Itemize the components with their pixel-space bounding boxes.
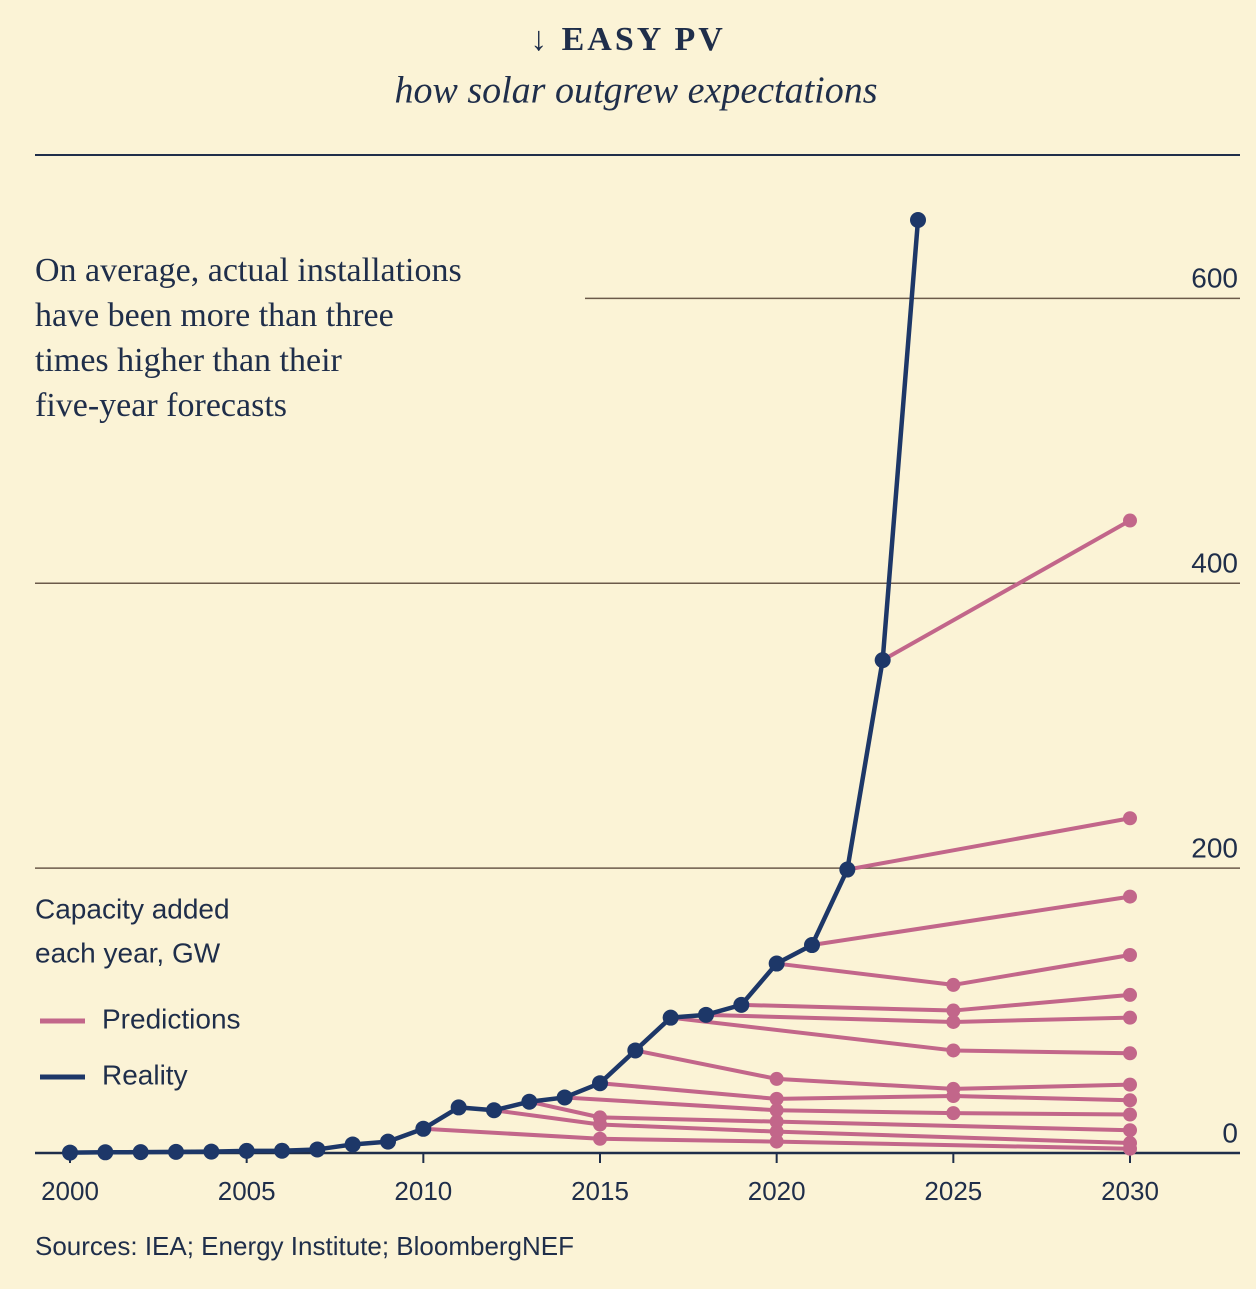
point: [1123, 889, 1137, 904]
x-tick-label: 2005: [218, 1176, 276, 1206]
chart-title: ↓ EASY PV: [530, 21, 726, 58]
y-tick-label: 600: [1191, 263, 1238, 294]
x-tick-label: 2010: [394, 1176, 452, 1206]
series-line: [634, 1048, 1131, 1091]
point: [344, 1136, 361, 1153]
annotation: times higher than their: [35, 342, 343, 379]
series-line: [881, 518, 1131, 662]
point: [556, 1089, 573, 1106]
legend-label: Reality: [102, 1059, 188, 1090]
point: [1123, 513, 1137, 528]
point: [97, 1144, 114, 1161]
x-tick-label: 2020: [748, 1176, 806, 1206]
point: [946, 1089, 961, 1104]
point: [238, 1142, 255, 1159]
point: [946, 977, 961, 992]
point: [769, 1124, 784, 1139]
point: [132, 1144, 149, 1161]
point: [946, 1014, 961, 1029]
point: [415, 1120, 432, 1137]
point: [662, 1009, 679, 1026]
x-tick-label: 2030: [1101, 1176, 1159, 1206]
annotation: On average, actual installations: [35, 252, 462, 289]
point: [910, 212, 926, 228]
point: [380, 1133, 396, 1150]
point: [769, 1103, 784, 1118]
point: [804, 937, 820, 954]
point: [1123, 1123, 1137, 1138]
point: [593, 1131, 607, 1146]
point: [1123, 1046, 1137, 1061]
annotation: have been more than three: [35, 297, 394, 334]
y-axis-label: Capacity added: [35, 893, 230, 924]
point: [203, 1143, 220, 1160]
series-line: [846, 816, 1131, 872]
point: [946, 1003, 961, 1018]
annotation: five-year forecasts: [35, 387, 287, 424]
point: [62, 1144, 78, 1161]
series-line: [670, 1015, 1131, 1056]
point: [1123, 1107, 1137, 1122]
series-line: [528, 1099, 1131, 1133]
point: [769, 1134, 784, 1149]
x-tick-label: 2000: [41, 1176, 99, 1206]
point: [1123, 1093, 1137, 1108]
point: [769, 1114, 784, 1129]
point: [1123, 1077, 1137, 1092]
point: [1123, 811, 1137, 826]
series-line: [564, 1095, 1131, 1117]
point: [698, 1006, 714, 1023]
y-tick-label: 0: [1222, 1117, 1238, 1148]
point: [274, 1142, 290, 1159]
y-axis-label: each year, GW: [35, 937, 221, 968]
point: [733, 996, 750, 1013]
point: [450, 1099, 467, 1116]
point: [769, 1091, 784, 1106]
point: [946, 1106, 961, 1121]
series-line: [599, 1081, 1131, 1103]
point: [874, 652, 891, 669]
chart-subtitle: how solar outgrew expectations: [394, 70, 877, 112]
x-tick-label: 2015: [571, 1176, 629, 1206]
series-line: [811, 894, 1131, 948]
point: [946, 1043, 961, 1058]
point: [521, 1093, 538, 1110]
y-tick-label: 200: [1191, 833, 1238, 864]
point: [309, 1141, 326, 1158]
series-line: [423, 1126, 1131, 1151]
point: [1123, 1010, 1137, 1025]
x-tick-label: 2025: [924, 1176, 982, 1206]
series-line: [705, 1012, 1131, 1024]
point: [769, 1071, 784, 1086]
source: Sources: IEA; Energy Institute; Bloomber…: [35, 1231, 574, 1261]
point: [592, 1075, 608, 1092]
point: [839, 861, 856, 878]
point: [593, 1117, 607, 1132]
point: [486, 1102, 502, 1119]
point: [768, 955, 785, 972]
series-line: [493, 1108, 1131, 1146]
point: [168, 1143, 184, 1160]
point: [1123, 1141, 1137, 1156]
series-line: [741, 992, 1131, 1013]
legend-label: Predictions: [102, 1003, 241, 1034]
point: [627, 1042, 644, 1059]
y-tick-label: 400: [1191, 548, 1238, 579]
point: [1123, 948, 1137, 963]
point: [1123, 987, 1137, 1002]
